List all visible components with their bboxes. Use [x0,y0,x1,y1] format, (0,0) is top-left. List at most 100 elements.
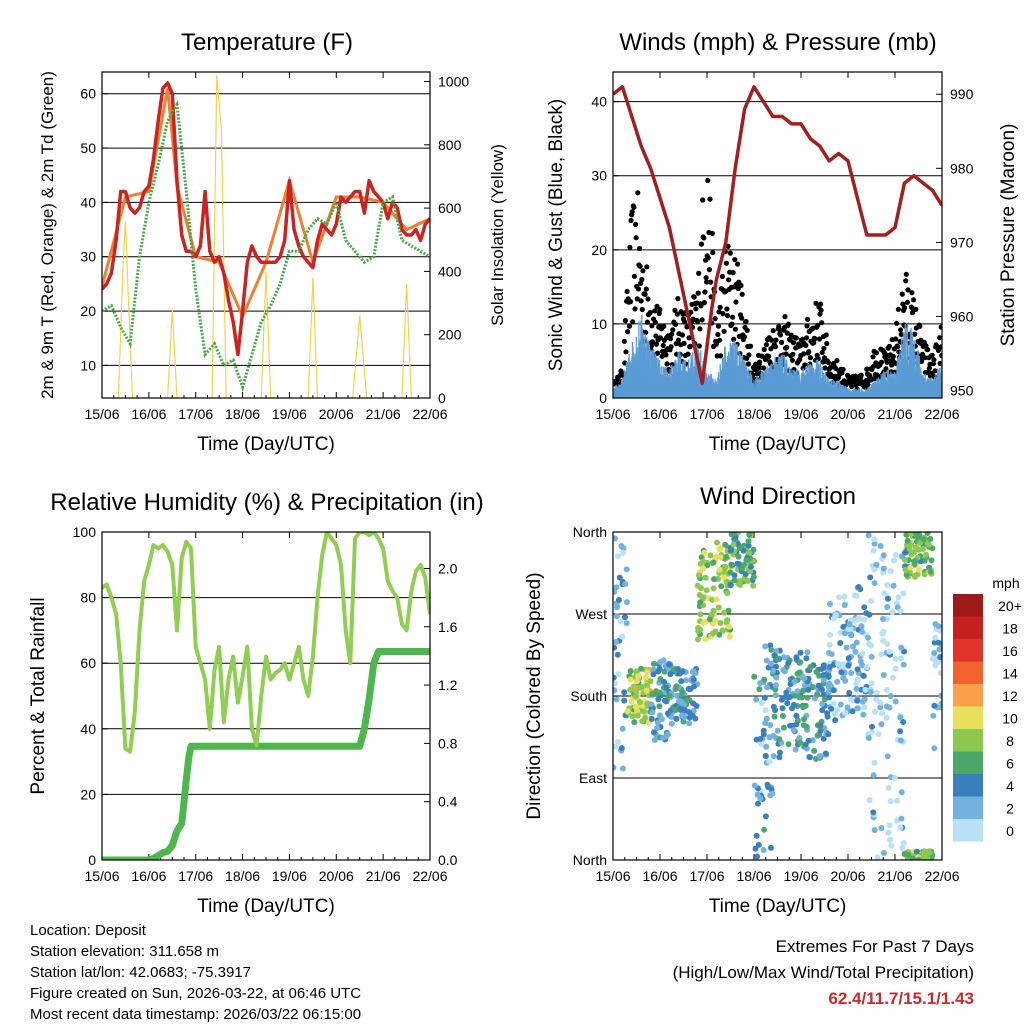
direction-point [758,740,765,747]
y-tick-label: 0 [599,390,607,406]
direction-point [751,782,758,789]
direction-point [837,629,844,636]
direction-point [627,676,634,683]
x-tick-label: 20/06 [319,868,354,884]
gust-point [657,335,664,341]
y-tick-label: North [573,852,607,868]
x-tick-label: 15/06 [84,868,119,884]
series-relative-humidity [102,532,430,754]
direction-point [758,700,765,706]
gust-point [653,333,659,339]
x-axis-label: Time (Day/UTC) [197,896,335,917]
gust-point [630,319,636,325]
legend-swatch [953,729,983,752]
x-tick-label: 17/06 [689,406,724,422]
y-tick-label: 30 [591,168,607,184]
direction-point [889,608,896,615]
direction-point [637,684,643,691]
direction-point [880,565,887,572]
gust-point [697,326,703,332]
direction-point [714,539,720,546]
direction-point [801,716,807,723]
y-tick-label: 10 [591,316,607,332]
extremes-subheading: (High/Low/Max Wind/Total Precipitation) [672,963,974,982]
direction-point [613,644,618,651]
station-elevation: Station elevation: 311.658 m [30,943,220,960]
direction-point [690,668,697,675]
gust-point [870,354,876,360]
direction-point [764,684,771,691]
direction-point [837,701,844,708]
chart-title: Relative Humidity (%) & Precipitation (i… [50,489,483,516]
direction-point [752,845,759,852]
direction-point [932,662,939,669]
gust-point [864,366,870,372]
x-tick-label: 21/06 [366,406,401,422]
gust-point [931,357,937,363]
direction-point [880,672,887,679]
gust-point [715,323,722,329]
panel-3: Wind Direction 15/06 16/06 17/06 18/06 19/06 2… [524,483,1022,917]
direction-point [614,651,621,658]
x-tick-label: 22/06 [924,868,959,884]
gust-point [793,335,799,341]
legend-swatch [953,684,983,707]
direction-point [613,674,617,681]
direction-point [927,535,934,542]
direction-point [888,842,895,849]
direction-point [615,671,622,678]
direction-point [892,665,899,672]
figure-created: Figure created on Sun, 2026-03-22, at 06… [30,985,362,1002]
direction-point [859,628,865,635]
direction-point [846,689,853,696]
direction-point [634,678,640,685]
gust-point [686,335,692,341]
direction-point [873,689,880,696]
direction-point [656,703,663,710]
plot-area [613,532,942,860]
direction-point [872,708,878,715]
direction-point [923,551,929,558]
direction-point [623,620,630,627]
direction-point [654,725,661,732]
direction-point [932,634,939,641]
direction-point [613,687,618,694]
x-tick-label: 19/06 [272,868,307,884]
direction-point [613,743,619,750]
gust-point [653,341,660,347]
direction-point [643,687,650,694]
direction-point [897,714,904,721]
direction-point [866,797,873,804]
direction-point [885,829,892,836]
direction-point [796,694,803,701]
direction-point [677,706,684,713]
direction-point [763,657,770,664]
gust-point [790,340,797,346]
direction-point [789,722,796,729]
direction-point [672,707,679,714]
direction-point [770,667,777,674]
direction-point [898,655,904,662]
direction-point [878,651,885,658]
direction-point [928,557,935,564]
direction-point [854,697,861,704]
legend-swatch [953,616,983,639]
direction-point [613,613,620,620]
gust-point [886,343,893,349]
direction-point [820,672,827,678]
y-tick-label: 10 [80,357,96,373]
gust-point [718,353,724,359]
direction-point [719,627,726,634]
extremes-values: 62.4/11.7/15.1/1.43 [828,989,974,1008]
gust-point [664,361,670,367]
gust-point [661,323,667,329]
gust-point [893,336,899,342]
direction-point [624,708,631,715]
direction-point [713,554,720,560]
direction-point [700,558,707,565]
gust-point [704,279,710,285]
direction-point [900,661,907,668]
plot-frame [101,71,431,399]
direction-point [712,628,719,635]
direction-point [803,655,810,662]
